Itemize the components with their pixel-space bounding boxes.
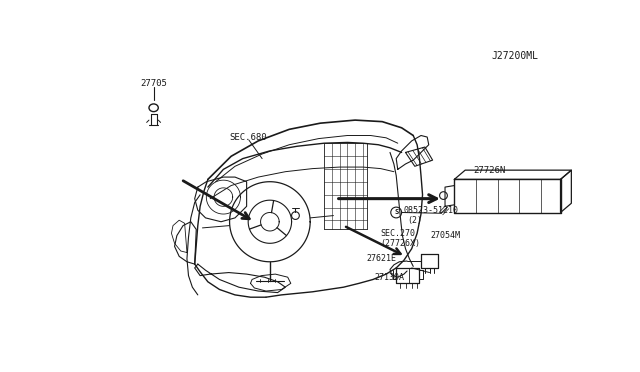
Text: SEC.270: SEC.270 xyxy=(381,229,416,238)
Text: 08523-51210: 08523-51210 xyxy=(404,206,459,215)
Text: 27705: 27705 xyxy=(140,79,167,89)
Text: (2): (2) xyxy=(407,216,422,225)
Text: SEC.680: SEC.680 xyxy=(230,132,268,141)
Text: 27621E: 27621E xyxy=(367,254,397,263)
Text: S: S xyxy=(394,209,398,215)
Text: 27130A: 27130A xyxy=(374,273,404,282)
Text: 27054M: 27054M xyxy=(430,231,460,240)
Text: J27200ML: J27200ML xyxy=(492,51,539,61)
Text: (27726X): (27726X) xyxy=(381,239,420,248)
Text: 27726N: 27726N xyxy=(474,166,506,174)
